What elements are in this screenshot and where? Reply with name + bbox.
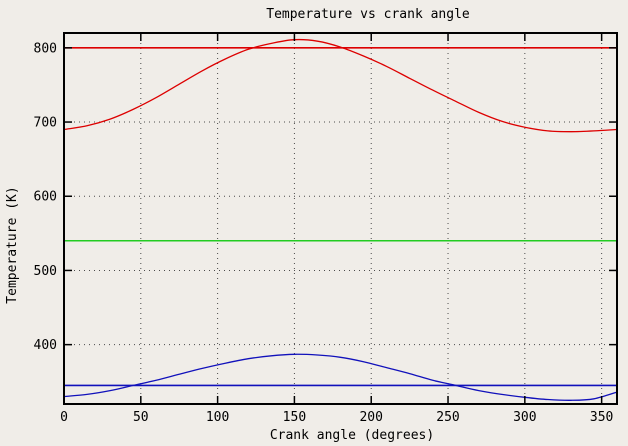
x-tick-label: 0 [60,410,68,425]
y-axis-label: Temperature (K) [5,186,20,303]
chart-title: Temperature vs crank angle [266,7,470,22]
y-tick-label: 500 [34,264,57,279]
y-tick-label: 400 [34,338,57,353]
x-tick-label: 200 [359,410,382,425]
x-axis-label: Crank angle (degrees) [270,428,434,443]
x-tick-label: 250 [436,410,459,425]
x-tick-label: 100 [206,410,229,425]
x-tick-label: 50 [133,410,149,425]
x-tick-label: 300 [513,410,536,425]
plot-border [63,32,618,405]
red-temperature-curve [63,38,618,133]
y-tick-label: 800 [34,41,57,56]
y-tick-label: 700 [34,116,57,131]
x-tick-label: 350 [590,410,613,425]
x-tick-label: 150 [283,410,306,425]
y-tick-label: 600 [34,190,57,205]
